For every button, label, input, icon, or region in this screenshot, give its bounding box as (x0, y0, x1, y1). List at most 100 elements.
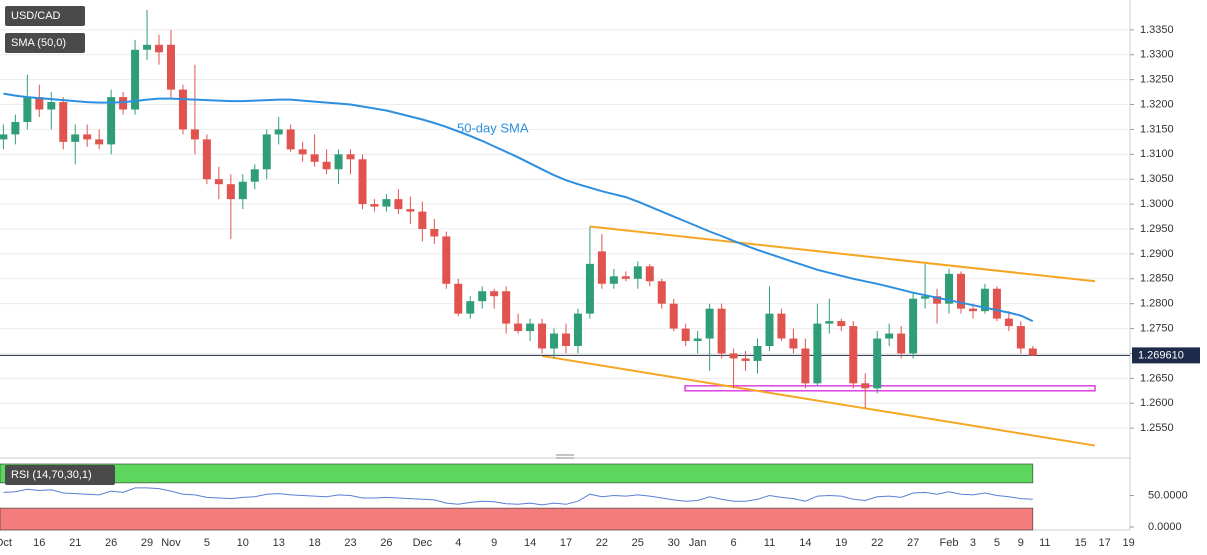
candle-body (669, 303, 678, 329)
candle-body (95, 139, 104, 145)
y-tick-label: 1.3200 (1140, 98, 1174, 110)
candle-body (35, 97, 44, 110)
indicator-box (5, 465, 115, 485)
candle-body (0, 134, 8, 140)
candle-body (166, 44, 175, 90)
candle-body (406, 209, 415, 212)
candle-body (11, 121, 20, 135)
x-tick-label: 19 (835, 537, 847, 549)
candle-body (873, 338, 882, 389)
candle-body (430, 229, 439, 237)
legend-box (5, 6, 85, 26)
candle-body (825, 321, 834, 324)
candle-body (933, 296, 942, 304)
candle-body (190, 129, 199, 140)
y-tick-label: 1.2750 (1140, 322, 1174, 334)
candle-body (789, 338, 798, 349)
x-tick-label: 22 (871, 537, 883, 549)
candle-body (813, 323, 822, 384)
x-tick-label: 11 (764, 537, 775, 549)
candle-body (968, 308, 977, 312)
y-tick-label: 1.3100 (1140, 148, 1174, 160)
candle-body (621, 276, 630, 279)
candle-body (370, 204, 379, 207)
candle-body (861, 383, 870, 389)
candle-body (897, 333, 906, 354)
x-tick-label: 27 (907, 537, 919, 549)
candle-body (597, 251, 606, 284)
y-tick-label: 1.2600 (1140, 397, 1174, 409)
x-tick-label: 26 (105, 537, 117, 549)
candle-body (777, 313, 786, 339)
x-tick-label: 18 (308, 537, 320, 549)
candle-body (1004, 318, 1013, 327)
x-tick-label: Feb (940, 537, 959, 549)
overbought-band (0, 463, 1034, 484)
candle-body (992, 288, 1001, 319)
y-tick-label: 50.0000 (1148, 489, 1188, 501)
panel-handle[interactable] (556, 454, 574, 459)
candle-body (346, 154, 355, 160)
candle-body (83, 134, 92, 140)
x-tick-label: 13 (273, 537, 285, 549)
candle-body (753, 345, 762, 361)
candle-body (945, 273, 954, 304)
x-tick-label: 25 (632, 537, 644, 549)
x-tick-label: 9 (1018, 537, 1024, 549)
y-tick-label: 0.0000 (1148, 521, 1182, 533)
candle-body (801, 348, 810, 384)
candle-body (143, 44, 152, 50)
x-tick-label: 16 (33, 537, 45, 549)
y-tick-label: 1.2550 (1140, 422, 1174, 434)
last-price-label: 1.269610 (1138, 349, 1184, 361)
x-tick-label: Jan (689, 537, 707, 549)
x-tick-label: 10 (237, 537, 249, 549)
candle-body (705, 308, 714, 339)
candle-body (334, 154, 343, 170)
sma-line (3, 92, 1034, 323)
trendline (589, 225, 1096, 283)
x-tick-label: 14 (524, 537, 536, 549)
candle-body (238, 181, 247, 200)
candle-body (131, 49, 140, 110)
candle-body (741, 358, 750, 361)
candle-body (454, 283, 463, 314)
legend-label: SMA (50,0) (11, 37, 66, 49)
x-tick-label: 6 (731, 537, 737, 549)
y-tick-label: 1.3000 (1140, 198, 1174, 210)
x-tick-label: 15 (1075, 537, 1087, 549)
candle-body (909, 298, 918, 354)
candle-body (837, 321, 846, 327)
candle-body (59, 102, 68, 142)
candle-body (298, 149, 307, 155)
candle-body (226, 184, 235, 200)
candle-body (729, 353, 738, 359)
candle-body (202, 139, 211, 180)
candle-body (980, 288, 989, 312)
x-tick-label: Nov (161, 537, 181, 549)
candle-body (526, 323, 535, 332)
candle-body (23, 97, 32, 122)
x-tick-label: 30 (668, 537, 680, 549)
legend-box (5, 33, 85, 53)
candle-body (502, 291, 511, 324)
candle-body (573, 313, 582, 346)
candle-body (645, 266, 654, 282)
support-zone (684, 385, 1096, 392)
oversold-band (0, 507, 1034, 531)
candle-body (538, 323, 547, 349)
candle-body (1016, 326, 1025, 349)
candle-body (849, 326, 858, 384)
candle-body (322, 161, 331, 170)
x-tick-label: 22 (596, 537, 608, 549)
candle-body (633, 266, 642, 279)
x-tick-label: 26 (380, 537, 392, 549)
x-tick-label: 17 (560, 537, 572, 549)
x-tick-label: 14 (799, 537, 811, 549)
x-tick-label: 9 (491, 537, 497, 549)
candle-body (957, 273, 965, 309)
x-tick-label: 21 (69, 537, 81, 549)
candle-body (382, 199, 391, 207)
candle-body (490, 291, 499, 297)
rsi-line (3, 487, 1033, 506)
